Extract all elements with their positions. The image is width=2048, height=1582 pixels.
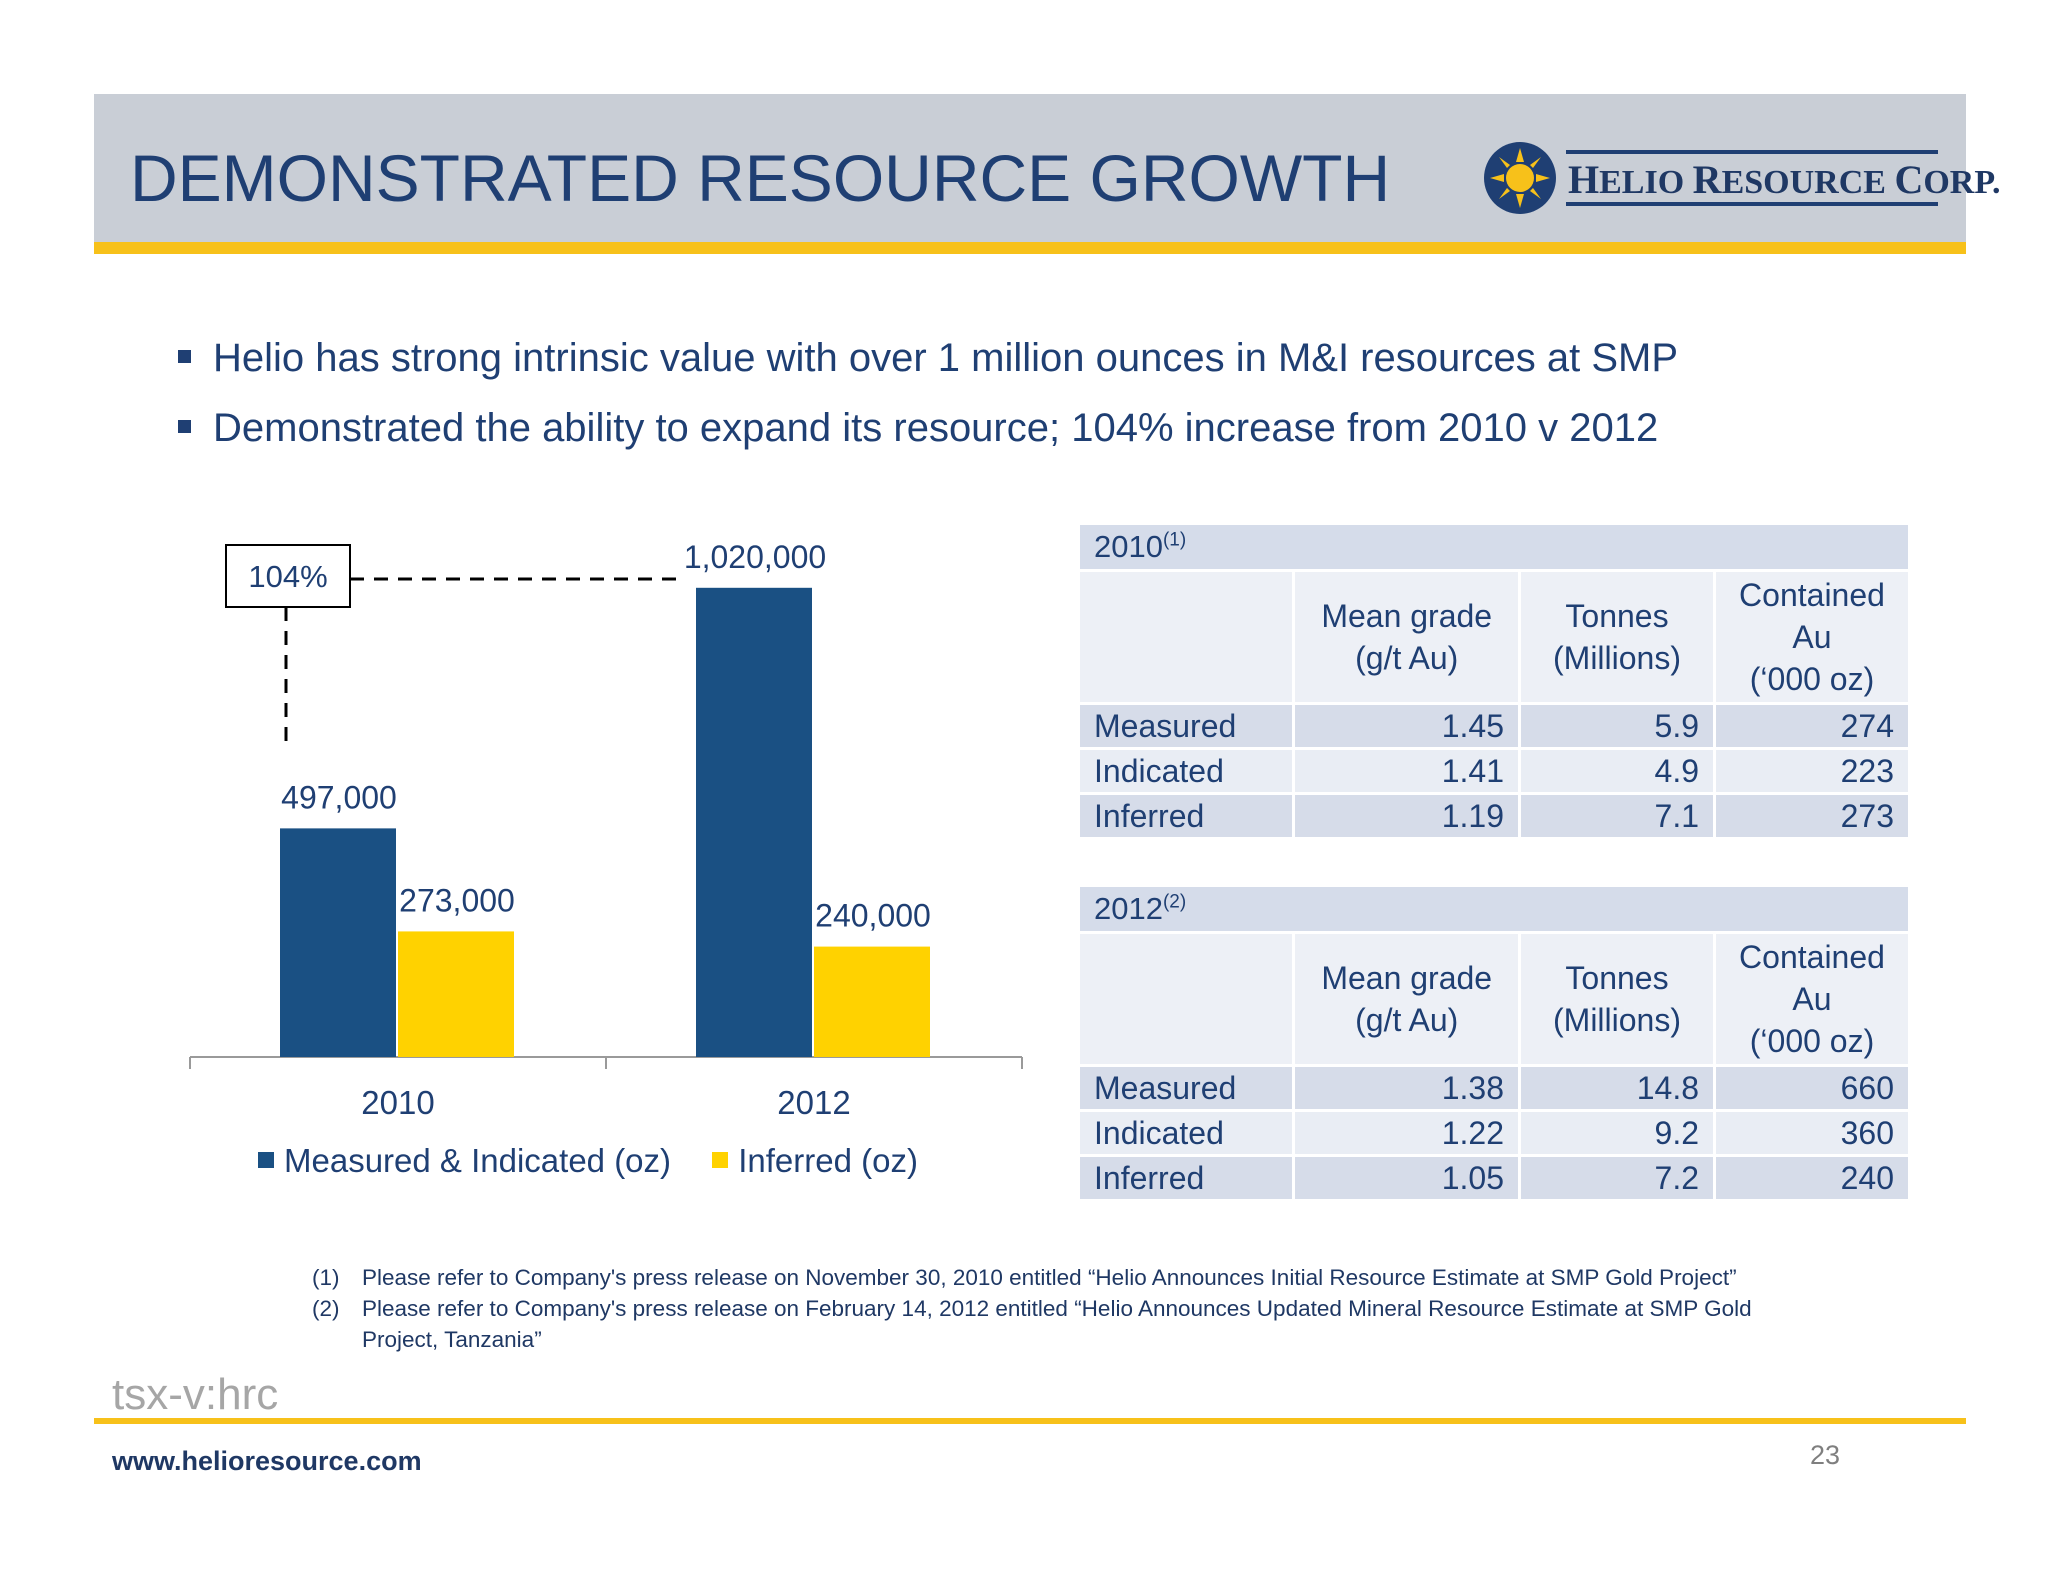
table-column-headers: Mean grade (g/t Au) Tonnes (Millions) Cont… xyxy=(1076,569,1911,705)
page-number: 23 xyxy=(1810,1440,1841,1470)
table-row: Indicated 1.41 4.9 223 xyxy=(1076,747,1911,795)
cell-contained: 223 xyxy=(1713,747,1911,795)
logo-bottom-rule xyxy=(1566,202,1938,206)
header-tonnes: Tonnes (Millions) xyxy=(1518,931,1716,1067)
cell-grade: 1.22 xyxy=(1292,1109,1522,1157)
table-row: Measured 1.45 5.9 274 xyxy=(1076,702,1911,750)
footnote-item: (1) Please refer to Company's press relea… xyxy=(312,1262,1792,1293)
table-year-header: 2012(2) xyxy=(1077,884,1911,934)
bullet-text: Helio has strong intrinsic value with ov… xyxy=(213,336,1679,380)
row-label: Inferred xyxy=(1076,792,1296,840)
header-mean-grade: Mean grade (g/t Au) xyxy=(1292,569,1522,705)
cell-contained: 360 xyxy=(1713,1109,1911,1157)
cell-tonnes: 4.9 xyxy=(1518,747,1716,795)
bar-inferred xyxy=(398,931,514,1057)
footnote-number: (2) xyxy=(312,1296,340,1321)
row-label: Indicated xyxy=(1076,747,1296,795)
bullet-item: Demonstrated the ability to expand its r… xyxy=(178,400,1678,470)
cell-tonnes: 7.1 xyxy=(1518,792,1716,840)
header-tonnes: Tonnes (Millions) xyxy=(1518,569,1716,705)
chart-legend: Measured & Indicated (oz) Inferred (oz) xyxy=(258,1142,950,1180)
bullet-marker xyxy=(178,420,191,433)
data-label: 1,020,000 xyxy=(684,539,826,575)
legend-item-mi: Measured & Indicated (oz) xyxy=(258,1142,671,1180)
legend-swatch-inferred xyxy=(712,1152,729,1169)
table-header-blank xyxy=(1076,569,1296,705)
logo-wordmark: HELIO RESOURCE CORP. xyxy=(1568,157,2001,202)
resource-bar-chart: 2010 497,000 273,000 2012 1,020,000 240,000 10… xyxy=(170,505,1040,1225)
header-contained-au: Contained Au (‘000 oz) xyxy=(1713,931,1911,1067)
cell-grade: 1.19 xyxy=(1292,792,1522,840)
footnote-text: Please refer to Company's press release … xyxy=(362,1265,1737,1290)
chart-svg: 2010 497,000 273,000 2012 1,020,000 240,000 10… xyxy=(189,539,1023,1121)
x-tick-label: 2012 xyxy=(777,1084,850,1121)
cell-grade: 1.45 xyxy=(1292,702,1522,750)
bar-inferred xyxy=(814,946,930,1057)
logo-top-rule xyxy=(1566,150,1938,154)
sun-icon xyxy=(1484,142,1556,214)
resource-table-2010: 2010(1) Mean grade (g/t Au) Tonnes (Millio… xyxy=(1076,522,1911,840)
header-accent-bar xyxy=(94,242,1966,254)
table-column-headers: Mean grade (g/t Au) Tonnes (Millions) Cont… xyxy=(1076,931,1911,1067)
growth-annotation-box xyxy=(225,544,351,608)
legend-swatch-mi xyxy=(258,1152,274,1169)
ticker-symbol: tsx-v:hrc xyxy=(112,1370,279,1419)
resource-table-2012: 2012(2) Mean grade (g/t Au) Tonnes (Millio… xyxy=(1076,884,1911,1202)
table-year-header: 2010(1) xyxy=(1077,522,1911,572)
data-label: 240,000 xyxy=(815,898,931,934)
cell-grade: 1.05 xyxy=(1292,1154,1522,1202)
data-label: 497,000 xyxy=(281,779,397,815)
cell-contained: 660 xyxy=(1713,1064,1911,1112)
cell-tonnes: 14.8 xyxy=(1518,1064,1716,1112)
bar-measured-indicated xyxy=(280,828,396,1057)
bar-measured-indicated xyxy=(696,587,812,1057)
footnote-text: Please refer to Company's press release … xyxy=(362,1296,1752,1352)
website-link[interactable]: www.helioresource.com xyxy=(112,1446,422,1476)
cell-contained: 240 xyxy=(1713,1154,1911,1202)
footnote-number: (1) xyxy=(312,1265,340,1290)
cell-contained: 274 xyxy=(1713,702,1911,750)
row-label: Indicated xyxy=(1076,1109,1296,1157)
cell-grade: 1.38 xyxy=(1292,1064,1522,1112)
table-row: Indicated 1.22 9.2 360 xyxy=(1076,1109,1911,1157)
header-contained-au: Contained Au (‘000 oz) xyxy=(1713,569,1911,705)
cell-contained: 273 xyxy=(1713,792,1911,840)
row-label: Measured xyxy=(1076,702,1296,750)
legend-label-inferred: Inferred (oz) xyxy=(738,1142,918,1179)
footnote-item: (2) Please refer to Company's press relea… xyxy=(312,1293,1792,1355)
header-band xyxy=(94,94,1966,242)
cell-tonnes: 5.9 xyxy=(1518,702,1716,750)
table-row: Inferred 1.19 7.1 273 xyxy=(1076,792,1911,840)
bullet-text: Demonstrated the ability to expand its r… xyxy=(213,406,1659,450)
table-row: Inferred 1.05 7.2 240 xyxy=(1076,1154,1911,1202)
footer-accent-bar xyxy=(94,1418,1966,1424)
bullet-list: Helio has strong intrinsic value with ov… xyxy=(178,330,1678,470)
header-mean-grade: Mean grade (g/t Au) xyxy=(1292,931,1522,1067)
bullet-item: Helio has strong intrinsic value with ov… xyxy=(178,330,1678,400)
legend-item-inferred: Inferred (oz) xyxy=(712,1142,918,1180)
data-label: 273,000 xyxy=(399,882,515,918)
row-label: Measured xyxy=(1076,1064,1296,1112)
cell-tonnes: 9.2 xyxy=(1518,1109,1716,1157)
table-header-blank xyxy=(1076,931,1296,1067)
company-logo: HELIO RESOURCE CORP. xyxy=(1480,138,2000,218)
footnotes: (1) Please refer to Company's press relea… xyxy=(312,1262,1792,1355)
bullet-marker xyxy=(178,350,191,363)
cell-tonnes: 7.2 xyxy=(1518,1154,1716,1202)
growth-annotation-label: 104% xyxy=(248,559,327,594)
page-title: DEMONSTRATED RESOURCE GROWTH xyxy=(130,141,1391,215)
legend-label-mi: Measured & Indicated (oz) xyxy=(284,1142,672,1179)
cell-grade: 1.41 xyxy=(1292,747,1522,795)
table-row: Measured 1.38 14.8 660 xyxy=(1076,1064,1911,1112)
row-label: Inferred xyxy=(1076,1154,1296,1202)
x-tick-label: 2010 xyxy=(361,1084,434,1121)
